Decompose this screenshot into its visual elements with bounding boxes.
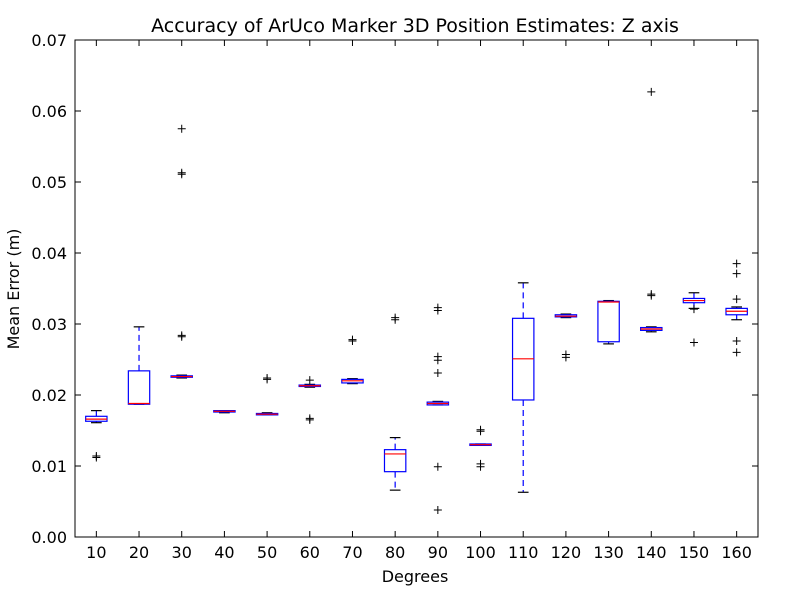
flier-point (433, 352, 442, 361)
flier-point (305, 376, 314, 385)
x-tick-label: 10 (86, 543, 106, 562)
y-tick-label: 0.06 (31, 102, 67, 121)
box-group-60 (298, 376, 322, 424)
box-group-40 (213, 410, 236, 414)
x-tick-label: 90 (428, 543, 448, 562)
flier-point (689, 338, 698, 347)
flier-point (177, 168, 186, 177)
flier-point (305, 414, 314, 423)
flier-point (433, 303, 442, 312)
flier-point (647, 290, 656, 299)
flier-point (689, 305, 698, 314)
flier-point (177, 331, 186, 340)
box-iqr (127, 370, 151, 405)
box-group-10 (85, 410, 108, 462)
y-axis-label: Mean Error (m) (4, 229, 23, 350)
flier-point (647, 87, 656, 96)
box-group-100 (469, 425, 492, 471)
x-tick-label: 60 (300, 543, 320, 562)
y-tick-label: 0.01 (31, 457, 67, 476)
x-tick-label: 30 (172, 543, 192, 562)
x-tick-label: 40 (214, 543, 234, 562)
y-tick-label: 0.07 (31, 31, 67, 50)
box-iqr (597, 300, 620, 343)
y-tick-label: 0.02 (31, 386, 67, 405)
y-tick-label: 0.04 (31, 244, 67, 263)
plot-area-frame (74, 39, 759, 538)
flier-point (732, 337, 741, 346)
flier-point (433, 506, 442, 515)
flier-point (732, 269, 741, 278)
box-group-150 (682, 292, 706, 347)
flier-point (348, 335, 357, 344)
flier-point (561, 350, 570, 359)
x-tick-label: 80 (385, 543, 405, 562)
x-tick-label: 100 (465, 543, 496, 562)
box-iqr (383, 449, 407, 473)
y-tick-label: 0.05 (31, 173, 67, 192)
x-tick-label: 140 (636, 543, 667, 562)
box-group-160 (725, 259, 748, 357)
flier-point (263, 373, 272, 382)
chart-title: Accuracy of ArUco Marker 3D Position Est… (151, 15, 679, 37)
y-tick-label: 0.03 (31, 315, 67, 334)
box-group-80 (383, 313, 407, 491)
box-group-90 (426, 303, 450, 515)
flier-point (732, 348, 741, 357)
x-axis-ticks: 10 20 30 40 50 60 70 80 90 100 110 120 130 140 150 160 (86, 40, 752, 562)
x-axis-label: Degrees (382, 567, 449, 586)
flier-point (433, 462, 442, 471)
flier-point (732, 295, 741, 304)
x-tick-label: 120 (551, 543, 582, 562)
box-group-20 (127, 326, 151, 405)
x-tick-label: 160 (721, 543, 752, 562)
box-group-50 (255, 373, 279, 416)
y-axis-ticks: 0.00 0.01 0.02 0.03 0.04 0.05 0.06 0.07 (31, 31, 758, 547)
box-group-140 (640, 87, 663, 333)
x-tick-label: 130 (593, 543, 624, 562)
box-group-110 (511, 282, 535, 493)
x-tick-label: 110 (508, 543, 539, 562)
box-group-130 (597, 299, 620, 345)
flier-point (476, 425, 485, 434)
y-tick-label: 0.00 (31, 528, 67, 547)
box-group-120 (554, 313, 578, 362)
flier-point (92, 452, 101, 461)
flier-point (177, 124, 186, 133)
x-tick-label: 50 (257, 543, 277, 562)
flier-point (476, 459, 485, 468)
flier-point (732, 259, 741, 268)
box-series (85, 87, 748, 515)
x-tick-label: 20 (129, 543, 149, 562)
flier-point (433, 368, 442, 377)
x-tick-label: 150 (679, 543, 710, 562)
box-group-30 (170, 124, 193, 379)
flier-point (391, 313, 400, 322)
x-tick-label: 70 (342, 543, 362, 562)
box-group-70 (341, 335, 364, 385)
